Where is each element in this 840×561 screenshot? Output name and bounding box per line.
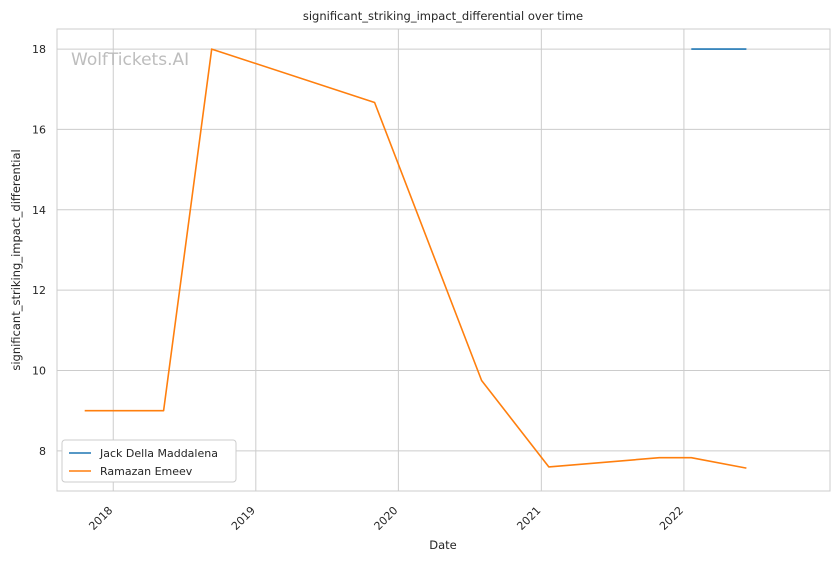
x-axis-title: Date	[429, 538, 457, 552]
y-tick-label: 10	[32, 364, 46, 377]
legend-label-ramazan-emeev: Ramazan Emeev	[100, 465, 193, 478]
watermark-text: WolfTickets.AI	[71, 50, 189, 70]
x-tick-label: 2022	[657, 504, 686, 533]
series-lines	[84, 48, 747, 469]
x-tick-label: 2019	[229, 504, 258, 533]
legend-box	[61, 439, 237, 483]
y-tick-label: 14	[32, 204, 46, 217]
chart-title: significant_striking_impact_differential…	[303, 9, 583, 23]
x-tick-label: 2021	[514, 504, 543, 533]
legend-label-jack-della-maddalena: Jack Della Maddalena	[99, 447, 218, 460]
x-tick-label: 2020	[372, 504, 401, 533]
series-line-ramazan-emeev	[84, 48, 747, 469]
y-tick-label: 18	[32, 43, 46, 56]
y-tick-label: 8	[39, 445, 46, 458]
legend: Jack Della Maddalena Ramazan Emeev	[61, 439, 237, 483]
y-tick-label: 12	[32, 284, 46, 297]
plot-area	[56, 28, 831, 492]
x-tick-label: 2018	[86, 504, 115, 533]
y-axis-title: significant_striking_impact_differential	[9, 149, 23, 370]
y-tick-label: 16	[32, 123, 46, 136]
